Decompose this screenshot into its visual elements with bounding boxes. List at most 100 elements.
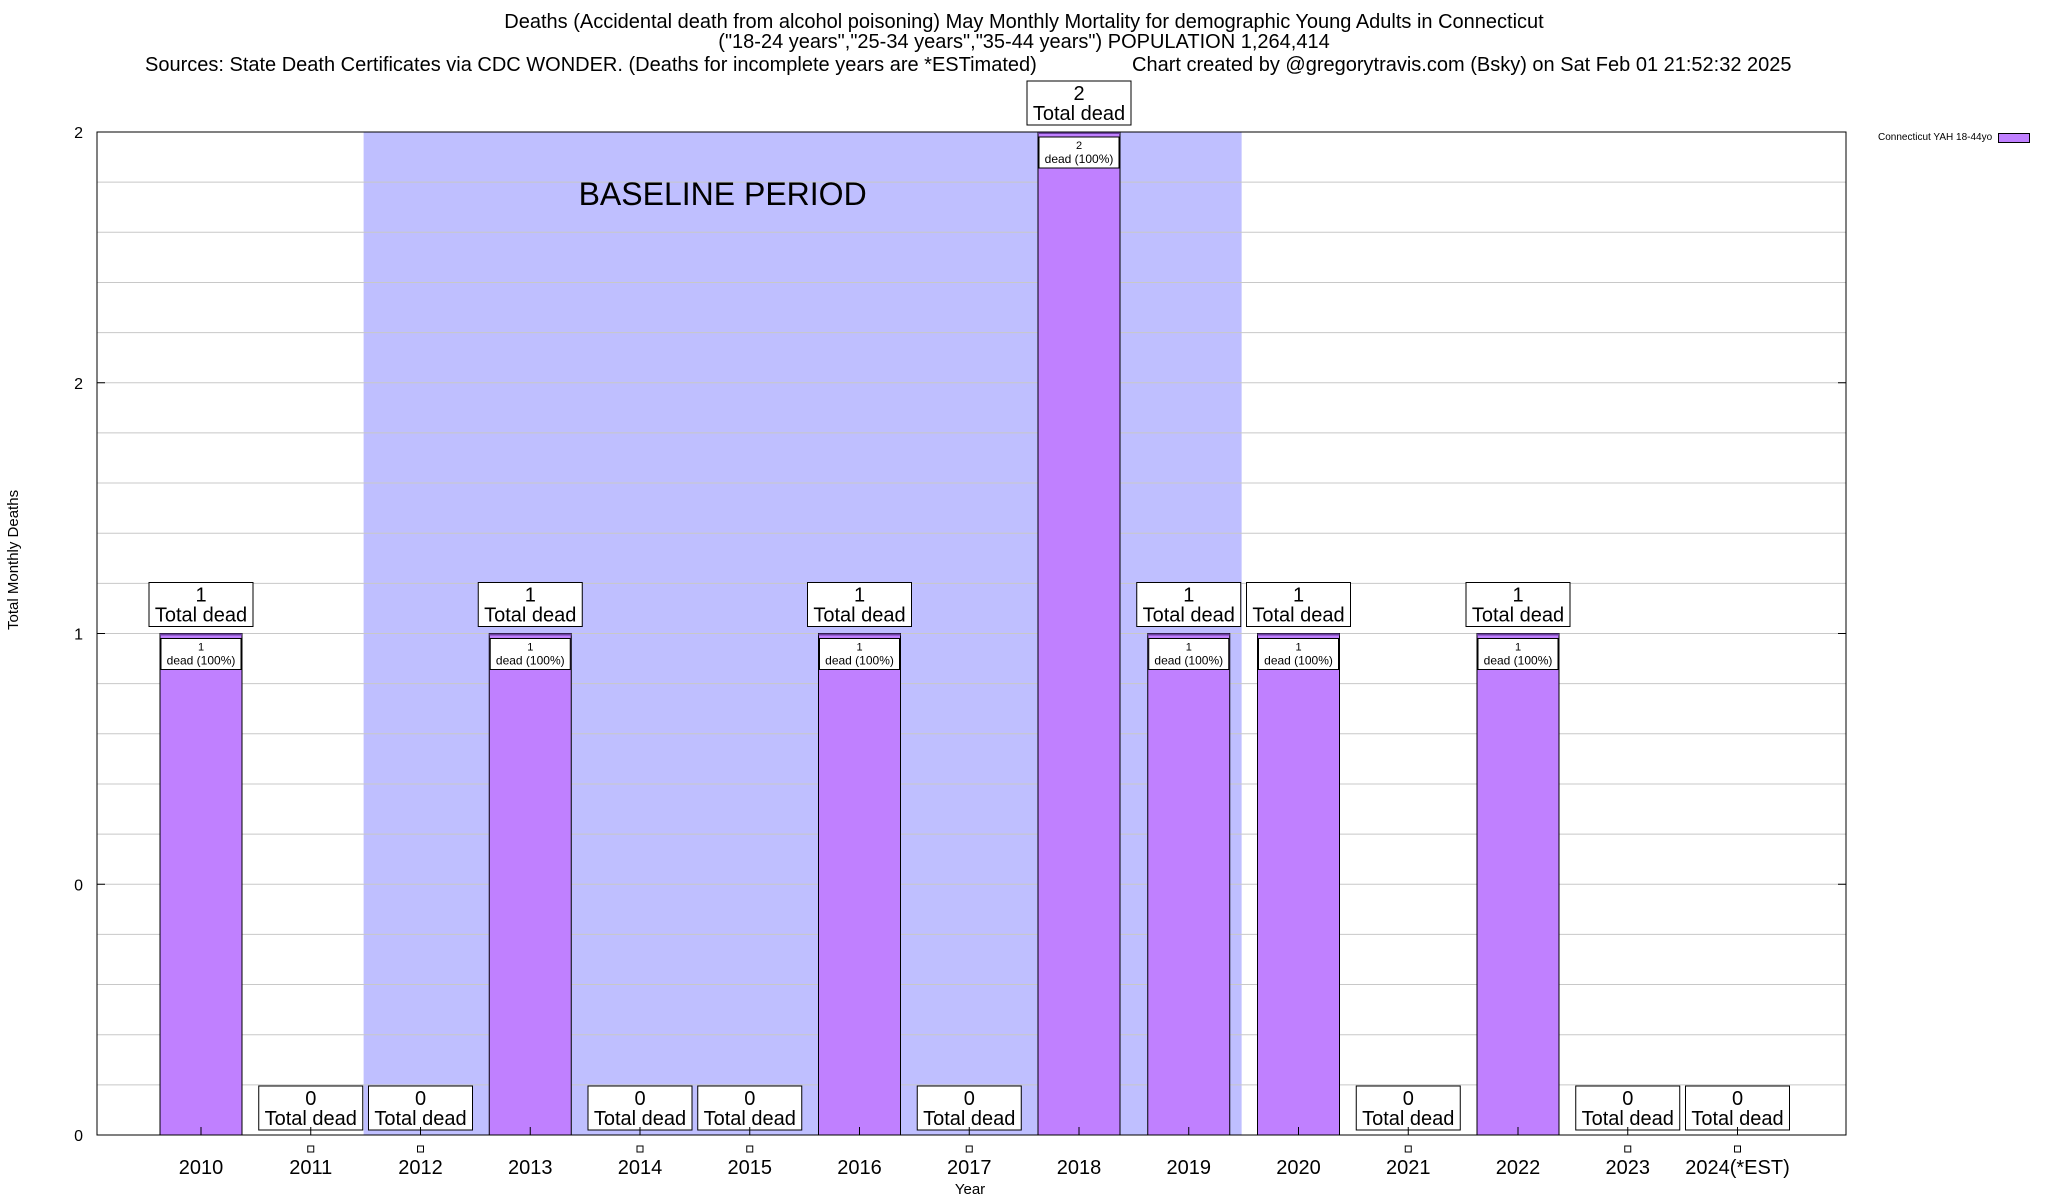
- y-tick-label: 0: [74, 877, 83, 894]
- bar-inner-label-box: [819, 638, 900, 670]
- total-label-text: Total dead: [1033, 103, 1125, 125]
- bar-inner-label-text: dead (100%): [1045, 152, 1114, 166]
- zero-marker: [417, 1145, 424, 1153]
- total-label-box: [1246, 582, 1351, 627]
- bar-inner-label-text: dead (100%): [1154, 654, 1223, 668]
- bar: [1476, 633, 1560, 1136]
- total-label-text: Total dead: [704, 1108, 796, 1130]
- total-label-box: [477, 582, 583, 627]
- zero-marker: [1624, 1145, 1632, 1153]
- zero-marker: [746, 1145, 754, 1153]
- bar-inner-label-value: 2: [1076, 140, 1082, 152]
- total-label-value: 0: [744, 1088, 755, 1110]
- bar-inner-label-box: [1038, 136, 1120, 169]
- y-tick-label: 2: [74, 125, 83, 142]
- bar-inner-label-value: 1: [1186, 642, 1192, 654]
- x-tick-label: 2023: [1606, 1157, 1651, 1179]
- bar-inner-label-value: 1: [527, 642, 533, 654]
- bar-inner-label-text: dead (100%): [496, 654, 565, 668]
- x-axis-label: Year: [954, 1181, 986, 1198]
- total-label-value: 0: [305, 1088, 316, 1110]
- bar-inner-label-box: [489, 638, 571, 670]
- total-label-value: 0: [1732, 1088, 1743, 1110]
- total-label-text: Total dead: [1252, 605, 1344, 627]
- x-tick-label: 2024(*EST): [1685, 1157, 1790, 1179]
- bar-inner-label-text: dead (100%): [1484, 654, 1553, 668]
- total-label-value: 0: [1622, 1088, 1633, 1110]
- total-label-text: Total dead: [155, 605, 247, 627]
- total-label-value: 1: [1293, 585, 1304, 607]
- bar: [1257, 633, 1340, 1136]
- total-label-text: Total dead: [923, 1108, 1015, 1130]
- total-label-box: [1136, 582, 1242, 627]
- x-tick-label: 2017: [947, 1157, 992, 1179]
- bar: [818, 633, 901, 1136]
- bar-inner-label-box: [160, 638, 242, 670]
- total-label-box: [368, 1085, 473, 1131]
- total-label-value: 1: [195, 585, 206, 607]
- total-label-text: Total dead: [1691, 1108, 1783, 1130]
- total-label-text: Total dead: [594, 1108, 686, 1130]
- bar: [488, 633, 572, 1136]
- total-label-value: 0: [634, 1088, 645, 1110]
- bar-inner-label-text: dead (100%): [825, 654, 894, 668]
- bar-inner-label-value: 1: [1515, 642, 1521, 654]
- zero-marker: [965, 1145, 973, 1153]
- x-tick-label: 2019: [1167, 1157, 1212, 1179]
- total-label-value: 0: [415, 1088, 426, 1110]
- bar-inner-label-text: dead (100%): [167, 654, 236, 668]
- x-tick-label: 2016: [837, 1157, 882, 1179]
- total-label-text: Total dead: [1472, 605, 1564, 627]
- y-tick-label: 1: [74, 627, 83, 644]
- legend: Connecticut YAH 18-44yo: [1878, 132, 2031, 143]
- bar-inner-label-value: 1: [1295, 642, 1301, 654]
- total-label-box: [1575, 1085, 1681, 1131]
- chart-sources: Sources: State Death Certificates via CD…: [145, 54, 1037, 76]
- total-label-value: 1: [1512, 585, 1523, 607]
- total-label-text: Total dead: [265, 1108, 357, 1130]
- zero-marker: [1734, 1145, 1741, 1153]
- chart-title: Deaths (Accidental death from alcohol po…: [0, 12, 2048, 52]
- x-tick-label: 2020: [1276, 1157, 1321, 1179]
- bar-inner-label-box: [1477, 638, 1559, 670]
- legend-swatch: [1998, 132, 2031, 143]
- y-tick-label: 2: [74, 376, 83, 393]
- baseline-period-label: BASELINE PERIOD: [579, 176, 867, 212]
- x-tick-label: 2021: [1386, 1157, 1431, 1179]
- x-tick-label: 2022: [1496, 1157, 1541, 1179]
- plot-frame: [96, 131, 1847, 1136]
- bar-inner-label-value: 1: [856, 642, 862, 654]
- x-tick-label: 2013: [508, 1157, 553, 1179]
- x-tick-label: 2011: [289, 1157, 332, 1179]
- bar-inner-label-text: dead (100%): [1264, 654, 1333, 668]
- total-label-box: [1026, 80, 1132, 126]
- x-tick-label: 2018: [1057, 1157, 1102, 1179]
- total-label-box: [1465, 582, 1571, 627]
- chart-credit: Chart created by @gregorytravis.com (Bsk…: [1132, 54, 1792, 76]
- total-label-box: [807, 582, 912, 627]
- total-label-value: 2: [1073, 83, 1084, 105]
- total-label-text: Total dead: [374, 1108, 466, 1130]
- zero-marker: [636, 1145, 644, 1153]
- total-label-value: 0: [1403, 1088, 1414, 1110]
- total-label-value: 1: [854, 585, 865, 607]
- chart-title-line-1: Deaths (Accidental death from alcohol po…: [504, 11, 1544, 33]
- bar-inner-label-value: 1: [198, 642, 204, 654]
- total-label-box: [258, 1085, 364, 1131]
- total-label-value: 1: [525, 585, 536, 607]
- x-tick-label: 2015: [728, 1157, 773, 1179]
- total-label-text: Total dead: [1362, 1108, 1454, 1130]
- total-label-text: Total dead: [1143, 605, 1235, 627]
- bar-inner-label-box: [1258, 638, 1339, 670]
- total-label-value: 0: [964, 1088, 975, 1110]
- total-label-value: 1: [1183, 585, 1194, 607]
- total-label-box: [1685, 1085, 1790, 1131]
- bar-inner-label-box: [1148, 638, 1230, 670]
- bar: [1147, 633, 1231, 1136]
- x-tick-label: 2012: [398, 1157, 443, 1179]
- total-label-text: Total dead: [813, 605, 905, 627]
- legend-label: Connecticut YAH 18-44yo: [1878, 132, 1993, 143]
- total-label-box: [916, 1085, 1022, 1131]
- y-tick-label: 0: [74, 1128, 83, 1145]
